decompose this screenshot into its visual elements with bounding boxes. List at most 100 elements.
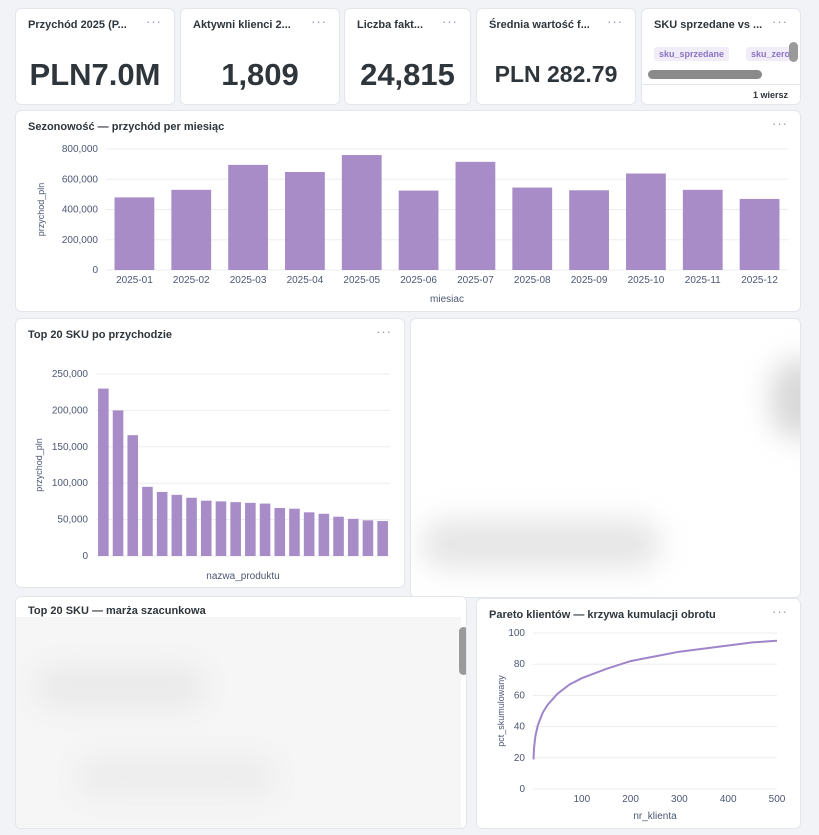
series-line (532, 639, 778, 760)
bar (98, 388, 109, 556)
bar (318, 513, 330, 556)
kpi-title: Aktywni klienci 2... (193, 19, 291, 31)
column-header-sku-sprzedane[interactable]: sku_sprzedane (654, 47, 730, 61)
seasonality-chart-card[interactable]: Sezonowość — przychód per miesiąc ··· 80… (15, 110, 801, 312)
pareto-chart-card[interactable]: Pareto klientów — krzywa kumulacji obrot… (476, 598, 801, 829)
more-icon[interactable]: ··· (772, 604, 788, 619)
bar (200, 500, 212, 556)
bar (127, 435, 139, 556)
bar (333, 516, 344, 556)
bar (156, 491, 168, 556)
x-axis-label: miesiac (430, 294, 464, 305)
bar (215, 501, 227, 556)
x-tick-label: 500 (769, 794, 786, 805)
chart-title: Top 20 SKU po przychodzie (28, 329, 173, 341)
bar (274, 507, 286, 556)
more-icon[interactable]: ··· (442, 14, 458, 29)
vertical-scrollbar[interactable] (459, 627, 466, 675)
y-tick-label: 40 (514, 722, 526, 733)
kpi-card-active-clients[interactable]: Aktywni klienci 2... ··· 1,809 (180, 8, 340, 105)
bar (398, 190, 439, 270)
seasonality-bar-chart: 800,000 600,000 400,000 200,000 0 2025-01 2025… (36, 144, 788, 305)
y-tick-label: 60 (514, 690, 526, 701)
x-tick-label: 100 (573, 794, 590, 805)
chart-title: Sezonowość — przychód per miesiąc (28, 121, 225, 133)
more-icon[interactable]: ··· (146, 14, 162, 29)
bar (142, 486, 153, 556)
kpi-title: Liczba fakt... (357, 19, 424, 31)
y-tick-label: 400,000 (62, 205, 99, 216)
bar (739, 198, 780, 270)
y-tick-label: 50,000 (57, 515, 88, 526)
kpi-card-invoice-count[interactable]: Liczba fakt... ··· 24,815 (344, 8, 471, 105)
more-icon[interactable]: ··· (311, 14, 327, 29)
kpi-value: 1,809 (221, 57, 299, 92)
more-icon[interactable]: ··· (376, 324, 392, 339)
x-tick-label: 2025-02 (173, 275, 210, 286)
bar (245, 502, 256, 556)
bar (171, 494, 183, 556)
y-tick-label: 0 (82, 551, 88, 562)
top-sku-bar-chart: 250,000 200,000 150,000 100,000 50,000 0 nazwa… (34, 369, 390, 582)
x-tick-label: 2025-11 (685, 275, 721, 286)
more-icon[interactable]: ··· (772, 14, 788, 29)
x-axis-label: nazwa_produktu (206, 571, 279, 582)
horizontal-scrollbar[interactable] (648, 70, 762, 79)
y-tick-label: 0 (92, 265, 98, 276)
bar (303, 512, 315, 556)
x-tick-label: 2025-05 (343, 275, 380, 286)
bar (228, 164, 268, 270)
bar (285, 171, 325, 270)
x-tick-label: 2025-07 (457, 275, 494, 286)
y-tick-label: 600,000 (62, 174, 99, 185)
x-tick-label: 400 (720, 794, 737, 805)
x-tick-label: 2025-08 (514, 275, 551, 286)
kpi-card-avg-invoice[interactable]: Średnia wartość f... ··· PLN 282.79 (476, 8, 636, 105)
bar (259, 503, 271, 556)
x-tick-label: 2025-01 (116, 275, 153, 286)
y-tick-label: 150,000 (52, 442, 89, 453)
y-tick-label: 250,000 (52, 369, 89, 380)
x-tick-label: 300 (671, 794, 688, 805)
blurred-region (421, 519, 661, 569)
kpi-card-revenue[interactable]: Przychód 2025 (P... ··· PLN7.0M (15, 8, 175, 105)
column-header-sku-zero[interactable]: sku_zero (746, 47, 796, 61)
chart-title: Top 20 SKU — marża szacunkowa (28, 605, 206, 617)
more-icon[interactable]: ··· (772, 116, 788, 131)
x-tick-label: 2025-12 (741, 275, 778, 286)
kpi-value: 24,815 (360, 57, 455, 92)
kpi-title: Średnia wartość f... (489, 19, 590, 31)
bar (341, 155, 382, 270)
bar (626, 173, 666, 270)
x-tick-label: 2025-09 (571, 275, 608, 286)
kpi-value: PLN 282.79 (494, 61, 618, 87)
vertical-scrollbar[interactable] (789, 42, 798, 62)
x-tick-label: 2025-04 (287, 275, 324, 286)
chart-title: Pareto klientów — krzywa kumulacji obrot… (489, 609, 716, 621)
bar (682, 189, 723, 270)
bar (377, 521, 388, 556)
bar (347, 518, 359, 556)
kpi-title: Przychód 2025 (P... (28, 19, 127, 31)
top-sku-margin-card[interactable]: Top 20 SKU — marża szacunkowa (15, 596, 467, 829)
y-axis-label: przychod_pln (34, 438, 44, 492)
divider (642, 84, 800, 85)
y-tick-label: 80 (514, 659, 526, 670)
bar (512, 187, 553, 270)
blurred-region (771, 359, 800, 439)
bar (569, 190, 609, 270)
bar (362, 520, 374, 556)
card-title: SKU sprzedane vs ... (654, 19, 763, 31)
x-tick-label: 2025-03 (230, 275, 267, 286)
row-count-label: 1 wiersz (752, 90, 788, 100)
y-axis-label: pct_skumulowany (496, 675, 506, 747)
y-tick-label: 100,000 (52, 478, 89, 489)
bar (186, 497, 197, 556)
top-sku-revenue-card[interactable]: Top 20 SKU po przychodzie ··· 250,000 200… (15, 318, 405, 588)
sku-table-card[interactable]: SKU sprzedane vs ... ··· sku_sprzedane s… (641, 8, 801, 105)
blurred-region (76, 757, 276, 797)
blurred-region (36, 667, 206, 707)
more-icon[interactable]: ··· (607, 14, 623, 29)
bar (112, 410, 124, 556)
y-tick-label: 800,000 (62, 144, 99, 155)
